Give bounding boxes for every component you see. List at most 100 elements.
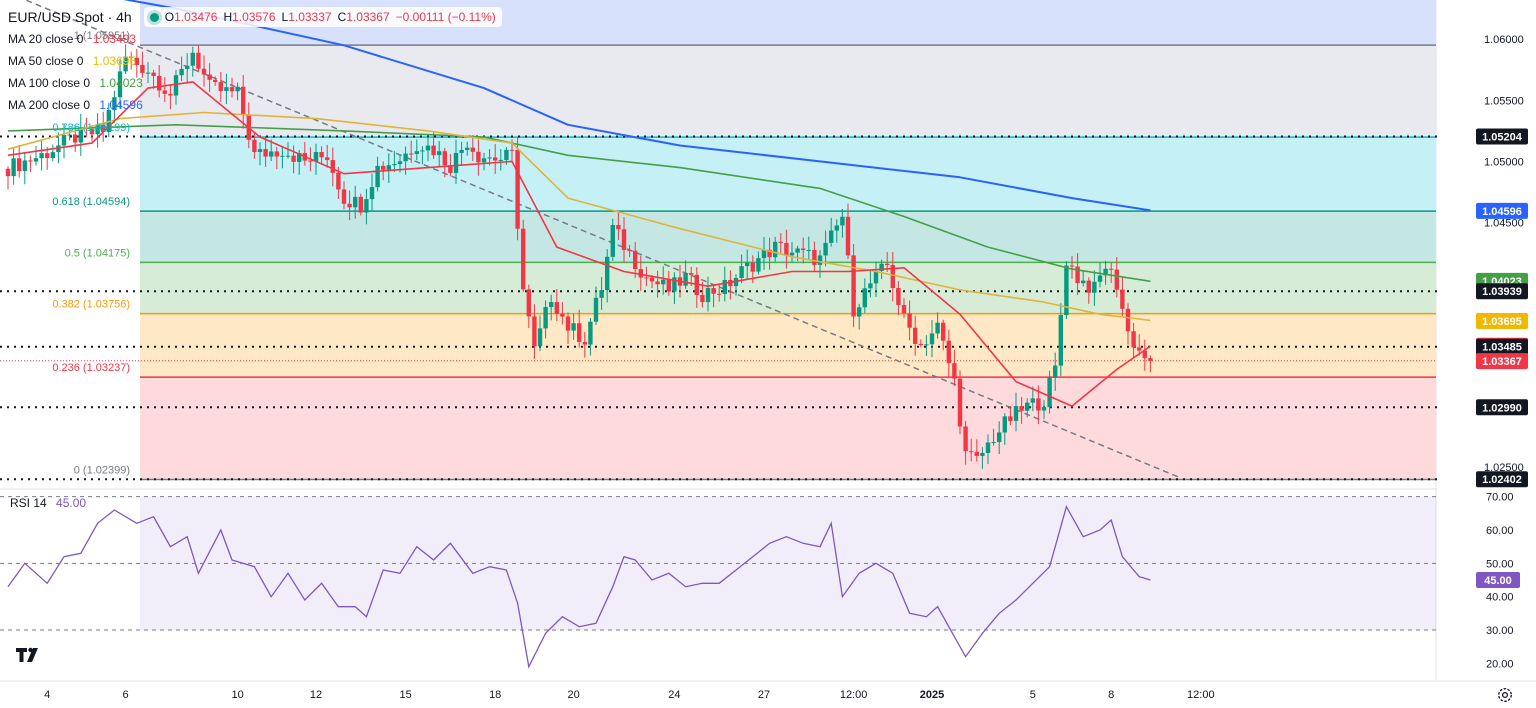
price-badge-bg	[1476, 283, 1528, 300]
rsi-line	[7, 505, 1151, 669]
candle-body	[1086, 280, 1091, 293]
price-badge-text: 1.03367	[1482, 356, 1522, 368]
candle-body	[873, 270, 879, 284]
close-label: C	[337, 10, 347, 24]
candle-body	[739, 266, 744, 278]
candle-body	[761, 249, 767, 259]
candle-body	[582, 341, 587, 345]
candle	[901, 298, 907, 319]
candle-body	[213, 79, 218, 83]
candle-body	[252, 139, 257, 152]
candle-body	[633, 250, 638, 270]
candle	[672, 272, 677, 305]
candle-body	[689, 273, 694, 275]
candle	[459, 142, 464, 166]
rsi-panel	[0, 496, 1436, 669]
candle	[829, 217, 834, 247]
candle-body	[1081, 280, 1086, 284]
candle-body	[616, 224, 621, 230]
candle	[229, 77, 235, 98]
candle	[123, 44, 128, 74]
price-axis: 1.060001.055001.050001.045001.025001.052…	[1437, 0, 1536, 708]
ma200-legend[interactable]: MA 200 close 0 1.04596	[8, 94, 502, 116]
candle-body	[649, 277, 655, 282]
price-badge-text: 1.02402	[1482, 474, 1522, 486]
candle-body	[498, 159, 503, 161]
candle-body	[330, 160, 335, 173]
candle-body	[386, 165, 391, 170]
candle-body	[554, 302, 559, 314]
candle-body	[364, 199, 369, 213]
candle	[812, 241, 817, 271]
fib-label-1: 0.786 (1.05199)	[52, 122, 130, 134]
candle-body	[778, 241, 783, 244]
candle	[532, 304, 537, 359]
price-badge-text: 1.02990	[1482, 402, 1522, 414]
candle	[1081, 270, 1086, 287]
candle	[190, 46, 195, 77]
candle	[1019, 396, 1024, 424]
candle-body	[851, 255, 856, 317]
candle	[235, 82, 240, 101]
candle	[549, 294, 554, 321]
rsi-tick-label: 40.00	[1486, 592, 1514, 604]
candle-body	[448, 165, 453, 173]
symbol-title[interactable]: EUR/USD Spot · 4h	[8, 9, 132, 25]
candle-body	[1131, 331, 1136, 348]
fib-label-0: 1 (1.05951)	[74, 30, 130, 42]
candle-body	[627, 250, 632, 252]
rsi-badge-bg	[1476, 572, 1520, 588]
candle-body	[946, 340, 951, 364]
candle	[941, 319, 946, 351]
candle-body	[907, 313, 912, 328]
candle	[28, 155, 33, 173]
candle	[465, 141, 470, 156]
candle-body	[218, 82, 223, 92]
candle	[375, 156, 380, 192]
candle-body	[1008, 416, 1013, 421]
rsi-tick-label: 70.00	[1486, 492, 1514, 504]
candle-body	[941, 322, 946, 341]
candle	[386, 153, 391, 184]
candle-body	[515, 149, 520, 229]
candle-body	[313, 152, 319, 162]
candle	[364, 188, 369, 225]
candle	[784, 229, 789, 269]
price-axis-badge: 1.05204	[1476, 128, 1528, 145]
price-axis-badge: 1.02402	[1476, 471, 1528, 488]
candle-body	[621, 229, 627, 251]
candle-body	[45, 153, 50, 158]
candle-body	[78, 127, 83, 143]
candle-body	[526, 289, 531, 317]
candle-body	[577, 323, 582, 342]
ma100-legend[interactable]: MA 100 close 0 1.04023	[8, 72, 502, 94]
gear-icon[interactable]	[1496, 686, 1514, 704]
candle-body	[481, 158, 487, 163]
candle	[1075, 253, 1080, 296]
candle-body	[1097, 275, 1103, 282]
candle	[1069, 256, 1075, 279]
price-tick-label: 1.04500	[1484, 218, 1524, 230]
candle	[1025, 398, 1030, 418]
candle-body	[101, 124, 106, 132]
candle-body	[918, 343, 923, 345]
ma50-legend[interactable]: MA 50 close 0 1.03695	[8, 50, 502, 72]
candle-body	[375, 165, 380, 188]
rsi-legend[interactable]: RSI 14 45.00	[10, 496, 86, 510]
candle-body	[353, 196, 358, 208]
price-badge-bg	[1476, 399, 1528, 416]
candle-body	[1125, 308, 1131, 332]
candle-body	[224, 87, 229, 92]
candle-body	[834, 225, 839, 231]
candle-body	[308, 160, 313, 162]
fib-zone-5	[140, 377, 1436, 480]
ma20-legend[interactable]: MA 20 close 0 1.03493	[8, 28, 502, 50]
candle-body	[229, 87, 235, 92]
candle	[145, 62, 151, 83]
candle	[39, 140, 44, 171]
candle	[224, 73, 229, 105]
candle-body	[442, 151, 447, 166]
tradingview-logo-icon[interactable]	[16, 645, 42, 665]
candle	[952, 349, 957, 387]
